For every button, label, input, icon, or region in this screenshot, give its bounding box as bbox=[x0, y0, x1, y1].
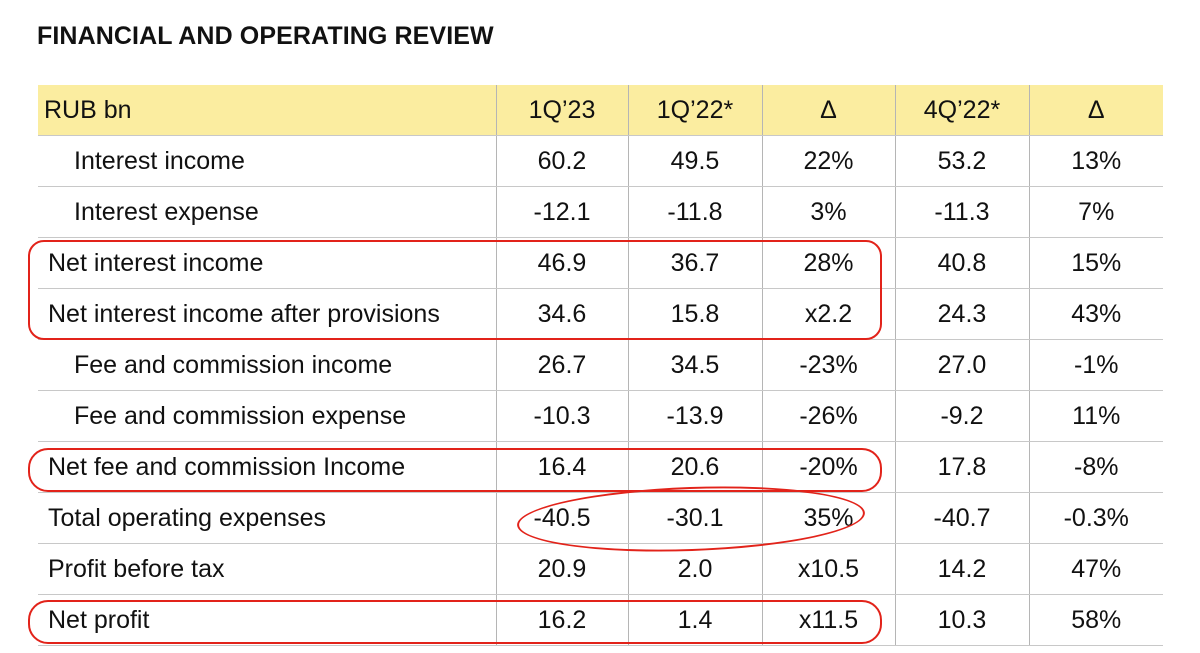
cell-4q22: 14.2 bbox=[894, 543, 1029, 595]
cell-delta-yoy: 22% bbox=[761, 135, 895, 187]
table-row: Net profit 16.2 1.4 x11.5 10.3 58% bbox=[38, 594, 1163, 646]
table-row: Net interest income 46.9 36.7 28% 40.8 1… bbox=[38, 237, 1163, 289]
cell-delta-yoy: 3% bbox=[761, 186, 895, 238]
cell-4q22: -9.2 bbox=[894, 390, 1029, 442]
cell-1q22: -30.1 bbox=[627, 492, 762, 544]
cell-delta-qoq: 43% bbox=[1028, 288, 1163, 340]
cell-1q22: 2.0 bbox=[627, 543, 762, 595]
cell-4q22: 17.8 bbox=[894, 441, 1029, 493]
cell-delta-qoq: 47% bbox=[1028, 543, 1163, 595]
cell-1q22: 34.5 bbox=[627, 339, 762, 391]
cell-delta-qoq: 13% bbox=[1028, 135, 1163, 187]
cell-delta-yoy: x11.5 bbox=[761, 594, 895, 646]
cell-1q22: -13.9 bbox=[627, 390, 762, 442]
cell-delta-yoy: 28% bbox=[761, 237, 895, 289]
cell-4q22: -40.7 bbox=[894, 492, 1029, 544]
cell-delta-qoq: -1% bbox=[1028, 339, 1163, 391]
header-row: RUB bn 1Q’23 1Q’22* Δ 4Q’22* Δ bbox=[38, 85, 1163, 136]
cell-4q22: 27.0 bbox=[894, 339, 1029, 391]
cell-delta-qoq: -0.3% bbox=[1028, 492, 1163, 544]
cell-1q23: 60.2 bbox=[495, 135, 628, 187]
cell-4q22: 10.3 bbox=[894, 594, 1029, 646]
table-row: Total operating expenses -40.5 -30.1 35%… bbox=[38, 492, 1163, 544]
row-label: Profit before tax bbox=[38, 543, 496, 595]
cell-delta-qoq: 15% bbox=[1028, 237, 1163, 289]
row-label: Interest income bbox=[38, 135, 496, 187]
header-1q22: 1Q’22* bbox=[627, 85, 762, 136]
cell-1q23: -12.1 bbox=[495, 186, 628, 238]
cell-delta-yoy: -26% bbox=[761, 390, 895, 442]
header-1q23: 1Q’23 bbox=[495, 85, 628, 136]
cell-1q22: 1.4 bbox=[627, 594, 762, 646]
table-row: Profit before tax 20.9 2.0 x10.5 14.2 47… bbox=[38, 543, 1163, 595]
row-label: Fee and commission expense bbox=[38, 390, 496, 442]
cell-delta-qoq: 7% bbox=[1028, 186, 1163, 238]
row-label: Net fee and commission Income bbox=[38, 441, 496, 493]
cell-delta-qoq: -8% bbox=[1028, 441, 1163, 493]
cell-1q22: 20.6 bbox=[627, 441, 762, 493]
table-row: Net fee and commission Income 16.4 20.6 … bbox=[38, 441, 1163, 493]
header-4q22: 4Q’22* bbox=[894, 85, 1029, 136]
table-row: Interest expense -12.1 -11.8 3% -11.3 7% bbox=[38, 186, 1163, 238]
cell-delta-yoy: 35% bbox=[761, 492, 895, 544]
row-label: Net interest income after provisions bbox=[38, 288, 496, 340]
cell-4q22: -11.3 bbox=[894, 186, 1029, 238]
header-delta-yoy: Δ bbox=[761, 85, 895, 136]
highlight-net-fee-commission-income bbox=[28, 448, 882, 492]
table-row: Fee and commission expense -10.3 -13.9 -… bbox=[38, 390, 1163, 442]
cell-1q22: 49.5 bbox=[627, 135, 762, 187]
cell-1q23: -40.5 bbox=[495, 492, 628, 544]
cell-1q23: 34.6 bbox=[495, 288, 628, 340]
cell-1q23: 16.4 bbox=[495, 441, 628, 493]
row-label: Fee and commission income bbox=[38, 339, 496, 391]
cell-4q22: 53.2 bbox=[894, 135, 1029, 187]
cell-1q22: 15.8 bbox=[627, 288, 762, 340]
cell-4q22: 40.8 bbox=[894, 237, 1029, 289]
row-label: Interest expense bbox=[38, 186, 496, 238]
cell-1q22: 36.7 bbox=[627, 237, 762, 289]
table-row: Net interest income after provisions 34.… bbox=[38, 288, 1163, 340]
cell-1q23: 46.9 bbox=[495, 237, 628, 289]
financial-review-table: RUB bn 1Q’23 1Q’22* Δ 4Q’22* Δ Interest … bbox=[38, 85, 1163, 646]
highlight-net-interest-income bbox=[28, 240, 882, 340]
highlight-net-profit bbox=[28, 600, 882, 644]
table-row: Fee and commission income 26.7 34.5 -23%… bbox=[38, 339, 1163, 391]
row-label: Net profit bbox=[38, 594, 496, 646]
cell-delta-yoy: x10.5 bbox=[761, 543, 895, 595]
cell-delta-qoq: 58% bbox=[1028, 594, 1163, 646]
row-label: Net interest income bbox=[38, 237, 496, 289]
row-label: Total operating expenses bbox=[38, 492, 496, 544]
header-delta-qoq: Δ bbox=[1028, 85, 1163, 136]
cell-delta-yoy: -23% bbox=[761, 339, 895, 391]
cell-1q23: 26.7 bbox=[495, 339, 628, 391]
header-unit: RUB bn bbox=[38, 85, 496, 136]
cell-1q23: -10.3 bbox=[495, 390, 628, 442]
cell-1q23: 20.9 bbox=[495, 543, 628, 595]
cell-delta-qoq: 11% bbox=[1028, 390, 1163, 442]
cell-4q22: 24.3 bbox=[894, 288, 1029, 340]
cell-1q22: -11.8 bbox=[627, 186, 762, 238]
table-row: Interest income 60.2 49.5 22% 53.2 13% bbox=[38, 135, 1163, 187]
page-title: FINANCIAL AND OPERATING REVIEW bbox=[37, 22, 494, 50]
cell-1q23: 16.2 bbox=[495, 594, 628, 646]
